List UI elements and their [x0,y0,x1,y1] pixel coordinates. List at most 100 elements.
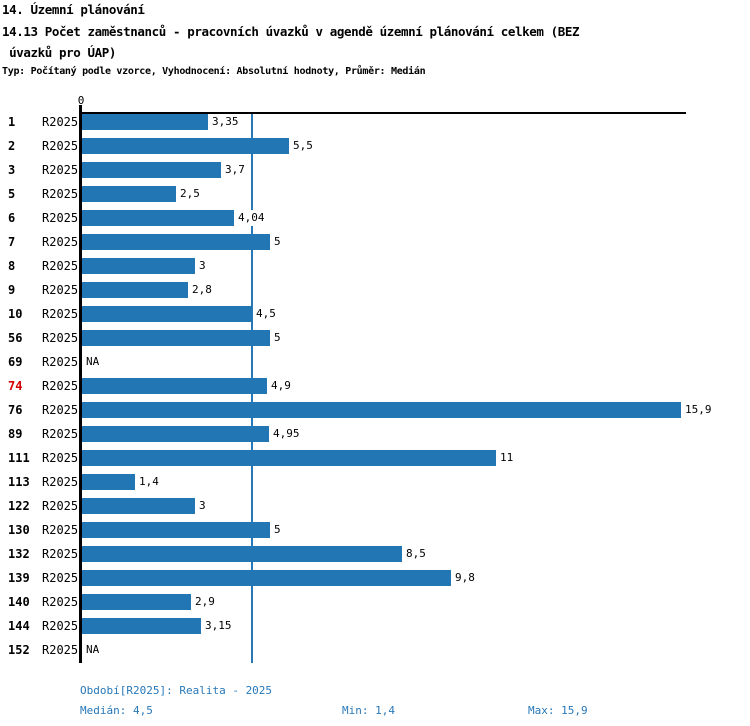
row-number: 111 [8,451,30,465]
indicator-title-line-1: 14.13 Počet zaměstnanců - pracovních úva… [2,24,580,39]
row-value-label: 4,5 [256,306,278,322]
row-bar [82,306,252,322]
row-value-label: 8,5 [406,546,428,562]
x-axis-line [79,112,686,114]
row-series-label: R2025 [42,355,79,369]
row-series-label: R2025 [42,595,79,609]
section-title: 14. Územní plánování [2,2,145,17]
row-number: 144 [8,619,30,633]
row-value-label: 4,9 [271,378,293,394]
row-value-label: 2,9 [195,594,217,610]
row-series-label: R2025 [42,547,79,561]
row-number: 130 [8,523,30,537]
row-series-label: R2025 [42,475,79,489]
row-number: 122 [8,499,30,513]
row-series-label: R2025 [42,451,79,465]
row-bar [82,474,135,490]
row-bar [82,378,267,394]
row-number: 132 [8,547,30,561]
row-bar [82,426,269,442]
row-series-label: R2025 [42,619,79,633]
row-value-label: 11 [500,450,516,466]
min-stat-label: Min: 1,4 [342,704,395,717]
row-number: 3 [8,163,16,177]
row-series-label: R2025 [42,139,79,153]
row-series-label: R2025 [42,403,79,417]
row-bar [82,450,496,466]
row-bar [82,618,201,634]
row-value-label: 5,5 [293,138,315,154]
row-bar [82,258,195,274]
row-bar [82,330,270,346]
row-bar [82,114,208,130]
row-value-label: 4,04 [238,210,267,226]
row-bar [82,234,270,250]
row-value-label: 2,8 [192,282,214,298]
row-value-label: 4,95 [273,426,302,442]
row-series-label: R2025 [42,283,79,297]
row-number: 9 [8,283,16,297]
row-series-label: R2025 [42,211,79,225]
row-value-label: 3,15 [205,618,234,634]
row-value-label: 3,35 [212,114,241,130]
row-number: 69 [8,355,23,369]
chart-subtitle: Typ: Počítaný podle vzorce, Vyhodnocení:… [2,66,426,77]
row-value-label: 5 [274,234,283,250]
row-number: 89 [8,427,23,441]
row-series-label: R2025 [42,643,79,657]
row-number: 5 [8,187,16,201]
row-bar [82,570,451,586]
row-value-label: 3 [199,258,208,274]
row-series-label: R2025 [42,427,79,441]
row-number: 140 [8,595,30,609]
median-stat-label: Medián: 4,5 [80,704,153,717]
row-bar [82,546,402,562]
row-number: 56 [8,331,23,345]
row-value-label: 2,5 [180,186,202,202]
row-series-label: R2025 [42,163,79,177]
row-bar [82,210,234,226]
row-series-label: R2025 [42,379,79,393]
row-series-label: R2025 [42,523,79,537]
row-na-label: NA [86,354,102,370]
row-number: 113 [8,475,30,489]
y-axis-line [79,105,82,663]
row-number: 7 [8,235,16,249]
row-number: 139 [8,571,30,585]
row-bar [82,282,188,298]
row-number: 2 [8,139,16,153]
row-series-label: R2025 [42,187,79,201]
period-label: Období[R2025]: Realita - 2025 [80,684,273,697]
max-stat-label: Max: 15,9 [528,704,588,717]
row-number: 6 [8,211,16,225]
row-value-label: 1,4 [139,474,161,490]
row-value-label: 15,9 [685,402,714,418]
row-series-label: R2025 [42,307,79,321]
row-bar [82,162,221,178]
row-value-label: 5 [274,522,283,538]
row-series-label: R2025 [42,499,79,513]
row-number: 152 [8,643,30,657]
row-na-label: NA [86,642,102,658]
row-bar [82,138,289,154]
row-series-label: R2025 [42,571,79,585]
row-bar [82,186,176,202]
row-bar [82,522,270,538]
row-bar [82,498,195,514]
row-series-label: R2025 [42,331,79,345]
row-series-label: R2025 [42,235,79,249]
row-series-label: R2025 [42,115,79,129]
indicator-title-line-2: úvazků pro ÚAP) [2,45,117,60]
row-bar [82,402,681,418]
row-bar [82,594,191,610]
row-value-label: 3,7 [225,162,247,178]
row-value-label: 3 [199,498,208,514]
row-number: 1 [8,115,16,129]
row-series-label: R2025 [42,259,79,273]
row-value-label: 9,8 [455,570,477,586]
row-number: 76 [8,403,23,417]
row-number: 8 [8,259,16,273]
row-number: 74 [8,379,23,393]
x-axis-zero-tick-label: 0 [77,94,85,107]
